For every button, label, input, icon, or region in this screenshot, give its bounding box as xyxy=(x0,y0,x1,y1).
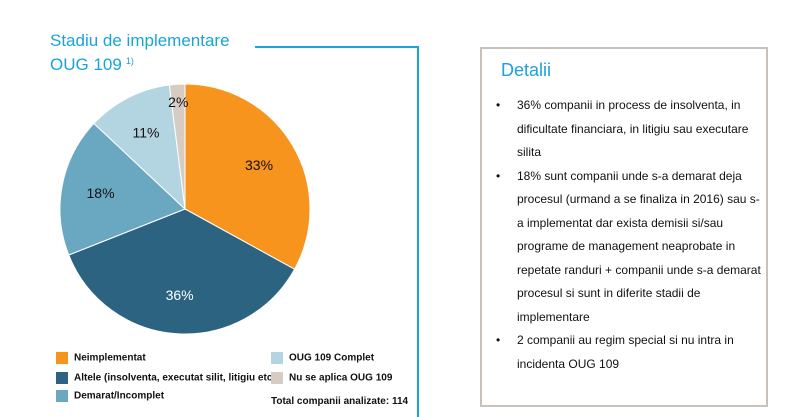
legend-item-oug-complet: OUG 109 Complet xyxy=(271,352,374,364)
pie-slice-nu-se-aplica-oug-109 xyxy=(168,83,186,210)
legend-label: Nu se aplica OUG 109 xyxy=(289,372,393,384)
legend-item-demarat: Demarat/Incomplet xyxy=(56,390,164,402)
legend-item-altele: Altele (insolventa, executat silit, liti… xyxy=(56,372,279,384)
pie-slice-demarat-incomplet xyxy=(59,122,186,256)
legend-item-nu-se-aplica: Nu se aplica OUG 109 xyxy=(271,372,392,384)
legend-swatch xyxy=(56,352,68,364)
chart-title-text: OUG 109 xyxy=(50,55,122,74)
pie-slice-label: 33% xyxy=(245,157,273,173)
chart-title: Stadiu de implementare OUG 109 1) xyxy=(50,31,230,75)
frame-top-line xyxy=(255,46,419,48)
pie-slice-label: 18% xyxy=(87,185,115,201)
legend-label: OUG 109 Complet xyxy=(289,352,375,364)
bullet: • xyxy=(496,168,501,183)
bullet: • xyxy=(496,333,501,347)
legend-swatch xyxy=(56,372,68,384)
pie-slice-label: 36% xyxy=(166,287,194,303)
bullet: • xyxy=(496,98,501,112)
frame-right-line xyxy=(417,46,419,417)
legend-swatch xyxy=(271,352,283,364)
chart-title-line1: Stadiu de implementare xyxy=(50,31,230,50)
total-companies: Total companii analizate: 114 xyxy=(271,396,409,407)
pie-slice-label: 2% xyxy=(168,94,188,110)
pie-slice-label: 11% xyxy=(132,124,159,140)
pie-slice-oug-109-complet xyxy=(93,84,186,211)
legend-swatch xyxy=(56,390,68,402)
details-item-text: 36% companii in process de insolventa, i… xyxy=(517,98,749,159)
details-item: • 36% companii in process de insolventa, … xyxy=(496,94,762,165)
details-item: • 2 companii au regim special si nu intra… xyxy=(496,329,762,376)
footnote-marker: 1) xyxy=(125,56,134,66)
legend-item-neimplementat: Neimplementat xyxy=(56,352,146,364)
details-panel: Detalii • 36% companii in process de inso… xyxy=(480,47,768,407)
details-item-text: 18% sunt companii unde s-a demarat deja … xyxy=(517,168,761,324)
details-item: • 18% sunt companii unde s-a demarat deja… xyxy=(496,165,762,330)
details-item-text: 2 companii au regim special si nu intra … xyxy=(517,333,734,371)
pie-slice-altele-insolventa-executat-silit-litigiu-etc xyxy=(68,208,296,335)
legend-label: Neimplementat xyxy=(74,352,146,364)
chart-title-line2: OUG 109 1) xyxy=(50,51,230,75)
legend-label: Altele (insolventa, executat silit, liti… xyxy=(74,372,279,384)
details-list: • 36% companii in process de insolventa, … xyxy=(496,94,762,376)
legend-label: Demarat/Incomplet xyxy=(74,390,165,402)
legend-swatch xyxy=(271,372,283,384)
details-title: Detalii xyxy=(501,60,552,80)
pie-slice-neimplementat xyxy=(184,83,311,270)
pie-chart: 33% 36% 18% 11% 2% xyxy=(59,83,311,335)
